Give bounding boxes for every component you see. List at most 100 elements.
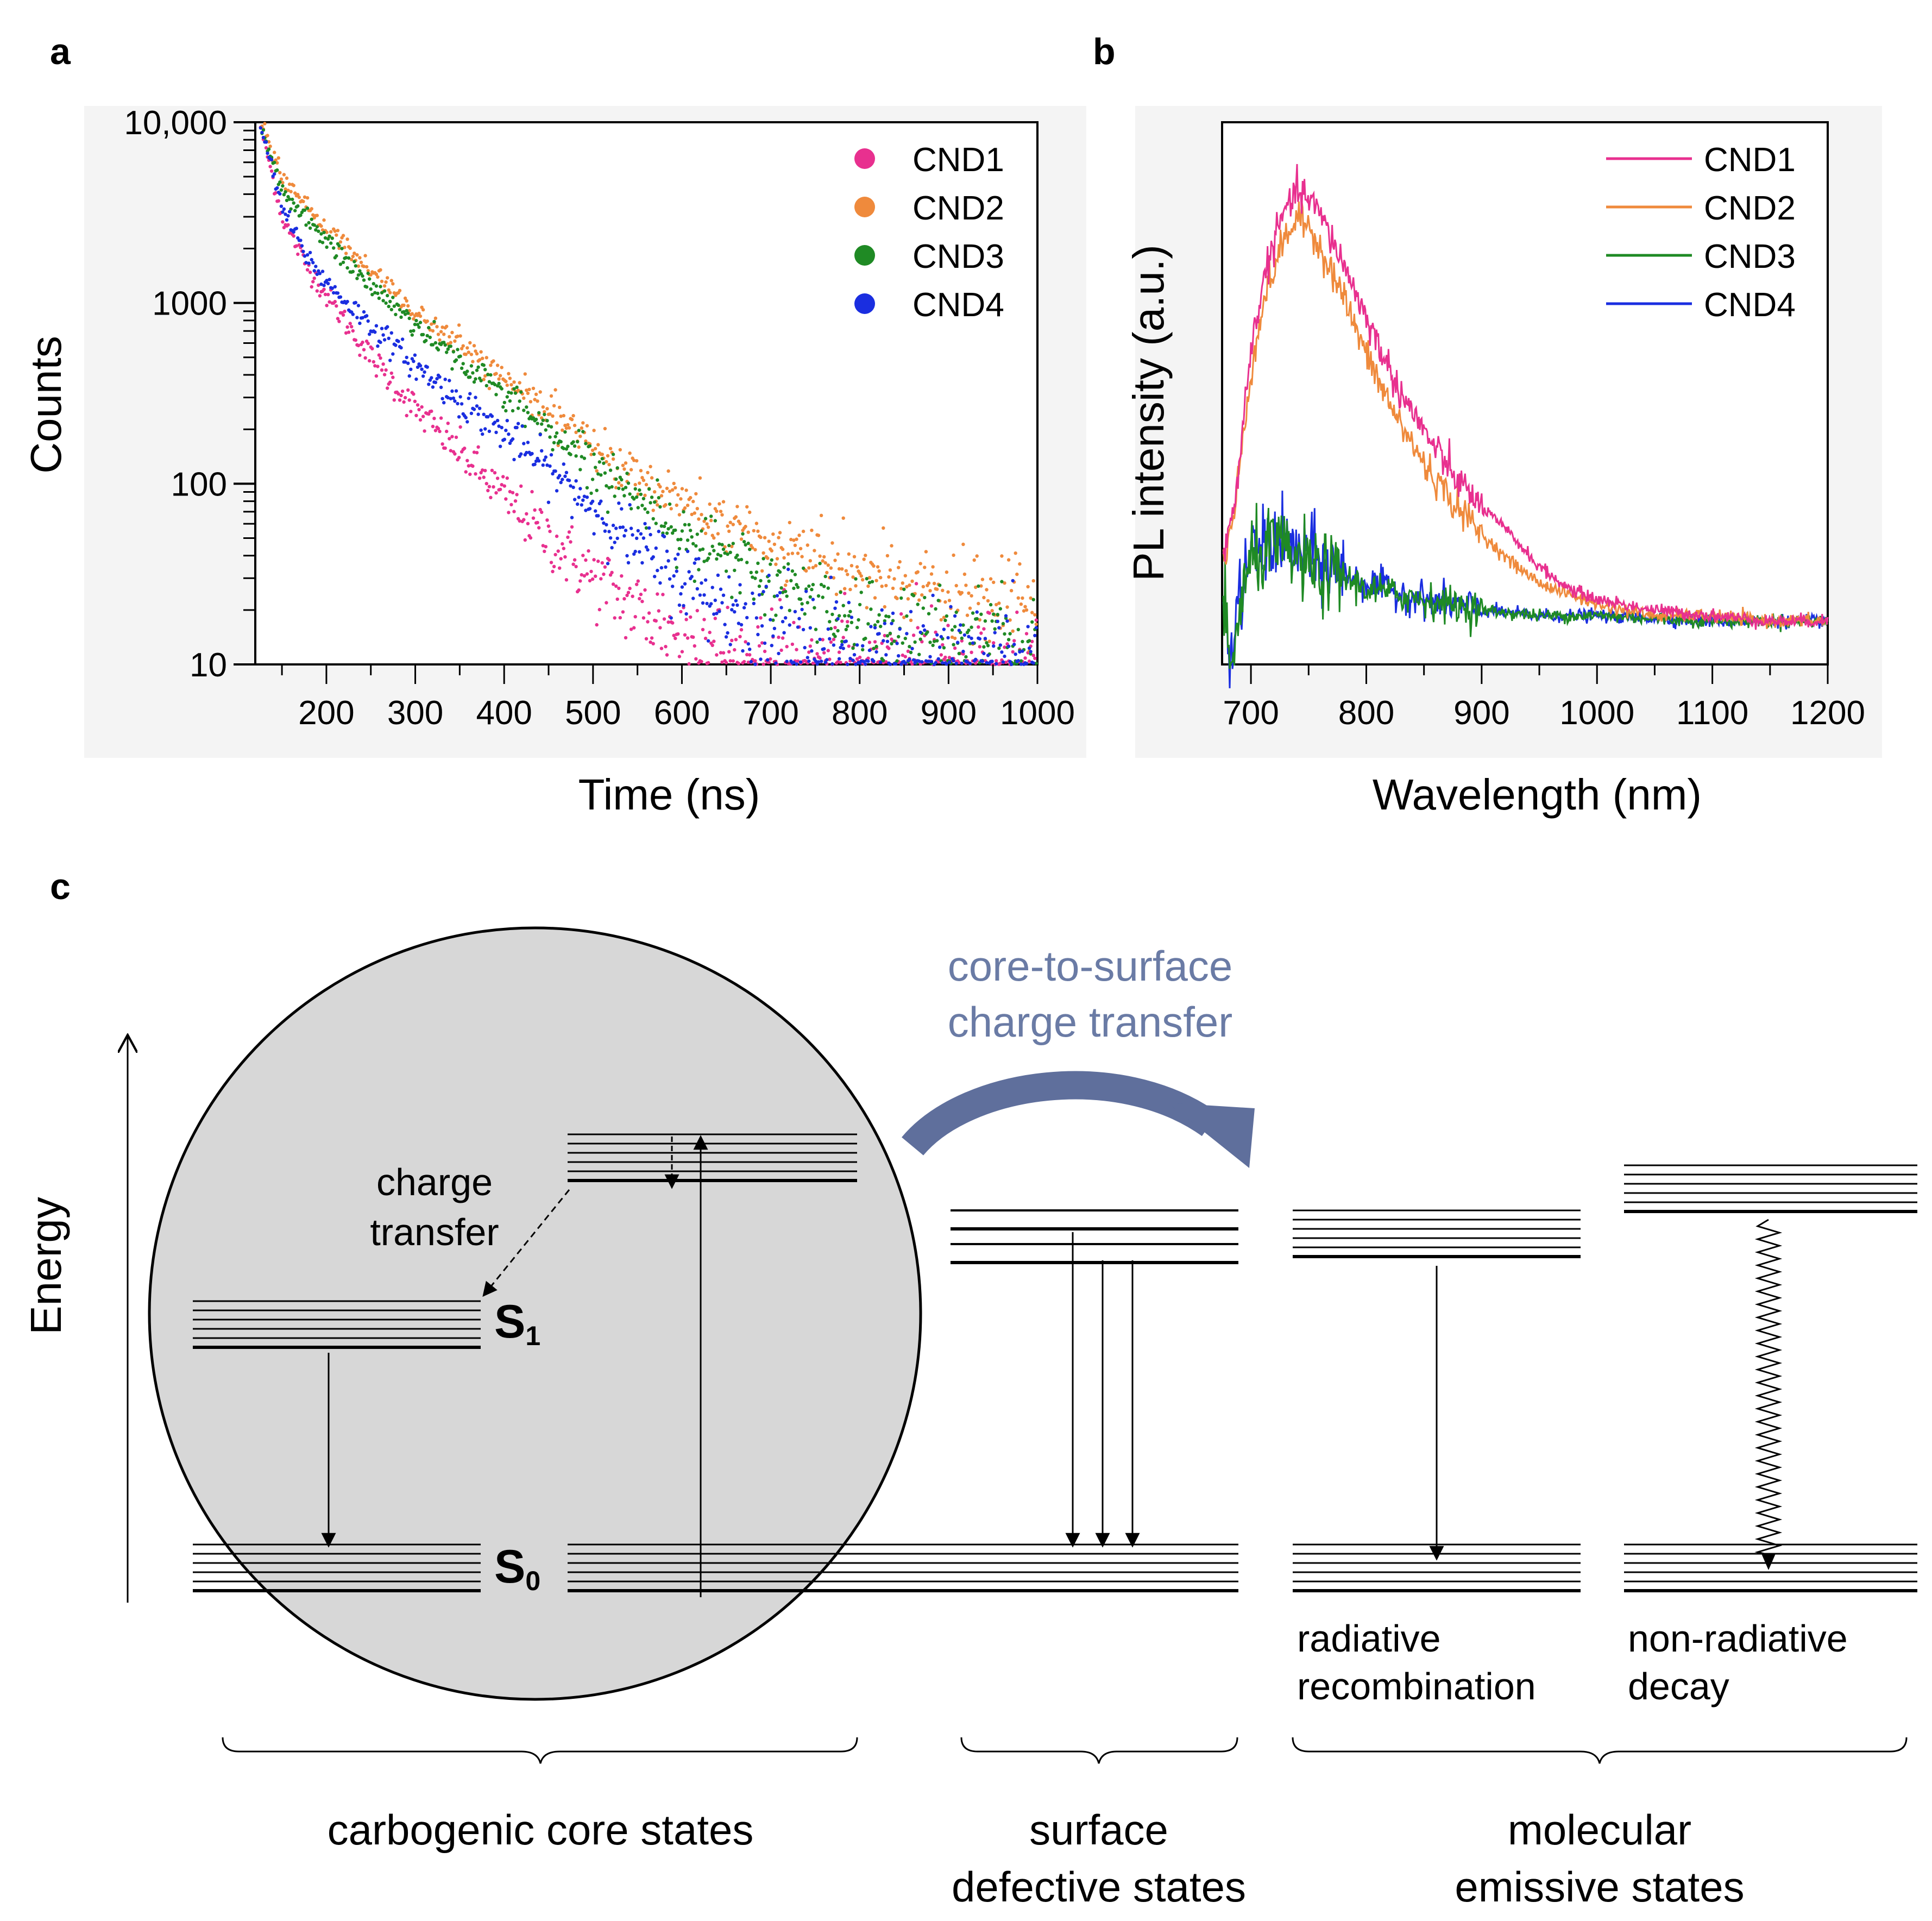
data-point bbox=[781, 547, 785, 551]
data-point bbox=[921, 624, 926, 628]
data-point bbox=[646, 548, 650, 552]
data-point bbox=[821, 595, 825, 599]
data-point bbox=[582, 494, 587, 498]
data-point bbox=[461, 344, 465, 348]
data-point bbox=[322, 218, 326, 222]
data-point bbox=[726, 524, 729, 528]
data-point bbox=[333, 300, 337, 304]
data-point bbox=[287, 197, 292, 201]
data-point bbox=[939, 653, 943, 657]
chart-a-x-label: Time (ns) bbox=[578, 770, 760, 819]
data-point bbox=[658, 505, 662, 509]
data-point bbox=[509, 503, 513, 507]
data-point bbox=[355, 253, 359, 257]
data-point bbox=[1011, 650, 1015, 654]
data-point bbox=[684, 618, 688, 622]
data-point bbox=[376, 344, 380, 348]
data-point bbox=[825, 610, 829, 614]
data-point bbox=[484, 384, 488, 388]
data-point bbox=[822, 647, 826, 651]
data-point bbox=[858, 602, 862, 607]
data-point bbox=[1027, 646, 1031, 650]
data-point bbox=[492, 359, 495, 363]
data-point bbox=[730, 638, 734, 643]
data-point bbox=[977, 625, 980, 629]
data-point bbox=[351, 329, 355, 333]
data-point bbox=[916, 570, 920, 574]
data-point bbox=[536, 520, 539, 525]
data-point bbox=[746, 530, 750, 534]
data-point bbox=[967, 628, 971, 632]
data-point bbox=[676, 493, 680, 497]
data-point bbox=[439, 330, 443, 334]
data-point bbox=[884, 614, 888, 618]
data-point bbox=[885, 634, 890, 638]
data-point bbox=[482, 378, 486, 381]
data-point bbox=[621, 525, 625, 529]
data-point bbox=[533, 508, 537, 512]
data-point bbox=[311, 213, 315, 217]
data-point bbox=[563, 430, 567, 434]
data-point bbox=[997, 601, 1001, 605]
data-point bbox=[674, 636, 677, 641]
data-point bbox=[454, 358, 458, 362]
data-point bbox=[836, 617, 840, 621]
data-point bbox=[1034, 618, 1039, 622]
data-point bbox=[1021, 639, 1024, 644]
data-point bbox=[440, 325, 444, 329]
data-point bbox=[840, 639, 844, 644]
data-point bbox=[1030, 620, 1034, 624]
data-point bbox=[399, 393, 403, 398]
data-point bbox=[931, 565, 935, 569]
data-point bbox=[715, 653, 719, 657]
data-point bbox=[551, 472, 555, 476]
data-point bbox=[335, 304, 338, 308]
data-point bbox=[522, 396, 526, 400]
data-point bbox=[318, 272, 322, 275]
data-point bbox=[721, 500, 726, 504]
data-point bbox=[942, 616, 946, 619]
data-point bbox=[615, 597, 619, 601]
data-point bbox=[553, 388, 557, 392]
data-point bbox=[737, 622, 741, 625]
data-point bbox=[536, 399, 539, 403]
data-point bbox=[570, 418, 574, 422]
data-point bbox=[1004, 661, 1008, 664]
data-point bbox=[445, 350, 449, 354]
data-point bbox=[303, 254, 307, 258]
data-point bbox=[567, 426, 571, 430]
data-point bbox=[482, 412, 486, 416]
data-point bbox=[332, 291, 336, 295]
data-point bbox=[559, 557, 563, 561]
data-point bbox=[458, 395, 462, 399]
data-point bbox=[876, 620, 880, 624]
data-point bbox=[910, 646, 914, 651]
data-point bbox=[793, 543, 797, 547]
data-point bbox=[425, 365, 429, 369]
data-point bbox=[923, 566, 927, 569]
data-point bbox=[748, 648, 752, 651]
data-point bbox=[877, 613, 881, 617]
data-point bbox=[833, 635, 837, 638]
data-point bbox=[772, 594, 777, 598]
data-point bbox=[620, 574, 624, 578]
core-to-surface-label-line1: core-to-surface bbox=[948, 942, 1233, 990]
data-point bbox=[364, 265, 369, 269]
data-point bbox=[476, 365, 480, 369]
data-point bbox=[553, 469, 557, 473]
data-point bbox=[516, 388, 520, 392]
data-point bbox=[387, 336, 391, 340]
data-point bbox=[796, 659, 800, 663]
data-point bbox=[946, 636, 950, 640]
data-point bbox=[832, 643, 836, 647]
data-point bbox=[668, 502, 672, 506]
data-point bbox=[961, 542, 965, 547]
data-point bbox=[874, 650, 878, 654]
chart-b-x-tick-label: 800 bbox=[1338, 694, 1394, 732]
group-label-surface-line1: surface bbox=[1029, 1806, 1168, 1854]
data-point bbox=[808, 644, 813, 648]
data-point bbox=[381, 362, 385, 366]
data-point bbox=[451, 350, 456, 354]
data-point bbox=[456, 334, 460, 338]
data-point bbox=[336, 291, 340, 295]
